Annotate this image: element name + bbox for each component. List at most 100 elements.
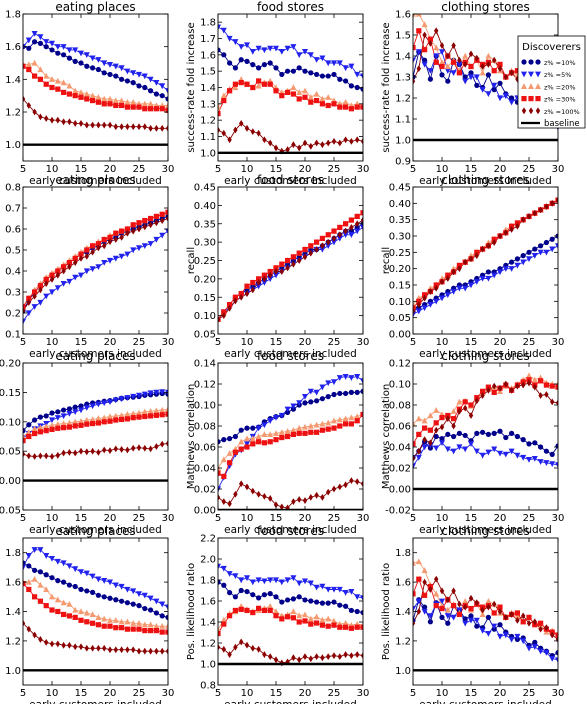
y-tick-label: 1.6 <box>200 597 216 608</box>
data-point <box>302 253 308 261</box>
data-point <box>238 44 245 50</box>
data-point <box>55 425 61 431</box>
data-point <box>279 93 285 99</box>
data-point <box>227 590 233 596</box>
series-line <box>23 98 168 129</box>
data-point <box>89 611 96 618</box>
data-point <box>526 645 532 652</box>
data-point <box>450 614 457 621</box>
legend-swatch <box>535 71 541 78</box>
data-point <box>320 242 325 250</box>
data-point <box>31 59 38 66</box>
data-point <box>136 414 142 420</box>
data-point <box>107 101 113 107</box>
data-point <box>136 104 142 110</box>
data-point <box>119 228 125 234</box>
data-point <box>468 412 474 419</box>
data-point <box>37 414 44 420</box>
data-point <box>307 94 314 100</box>
data-point <box>422 31 427 39</box>
data-point <box>457 265 462 273</box>
data-point <box>514 633 521 640</box>
y-tick-label: 0.10 <box>0 417 21 428</box>
axes-frame <box>22 362 169 511</box>
data-point <box>153 91 159 97</box>
data-point <box>61 611 67 618</box>
data-point <box>54 596 61 603</box>
chart-title: food stores <box>257 173 324 187</box>
data-point <box>457 56 462 64</box>
data-point <box>32 108 37 116</box>
y-tick-label: 1.1 <box>200 132 216 143</box>
data-point <box>267 268 273 275</box>
data-point <box>331 228 337 234</box>
data-point <box>130 415 136 421</box>
data-point <box>25 61 32 68</box>
data-point <box>413 14 416 17</box>
x-axis-label: early customers included <box>224 699 357 704</box>
data-point <box>421 61 428 68</box>
data-point <box>232 294 238 300</box>
data-point <box>262 136 267 144</box>
x-tick-label: 5 <box>215 337 221 348</box>
data-point <box>107 595 113 601</box>
chart-panel: food stores 5 10 15 20 25 30 0.00 0.02 0.04 0.06 0.… <box>186 349 369 536</box>
data-point <box>491 389 497 395</box>
series-line <box>413 600 558 661</box>
data-point <box>66 55 72 61</box>
data-point <box>72 566 79 573</box>
data-point <box>118 412 125 418</box>
y-tick-label: 1.5 <box>200 67 216 78</box>
data-point <box>538 206 543 214</box>
series-line <box>23 215 168 312</box>
data-point <box>154 124 159 132</box>
data-point <box>32 289 38 295</box>
data-point <box>296 400 303 407</box>
data-point <box>261 431 268 437</box>
data-point <box>532 383 537 391</box>
data-point <box>78 94 84 100</box>
data-point <box>319 95 326 102</box>
data-point <box>113 102 119 109</box>
data-point <box>319 622 325 628</box>
data-point <box>90 65 96 71</box>
y-tick-label: 1.0 <box>200 148 216 159</box>
data-point <box>83 570 90 577</box>
data-point <box>66 260 72 266</box>
data-point <box>220 616 227 623</box>
data-point <box>509 226 514 233</box>
data-point <box>297 144 302 152</box>
data-point <box>25 578 32 585</box>
data-point <box>433 407 440 413</box>
data-point <box>31 39 38 45</box>
data-point <box>239 293 244 301</box>
data-point <box>348 607 354 614</box>
data-point <box>302 618 308 624</box>
data-point <box>250 425 256 431</box>
y-tick-label: 0.20 <box>389 264 411 275</box>
data-point <box>343 227 348 235</box>
data-point <box>285 68 291 74</box>
data-point <box>538 243 544 249</box>
data-point <box>302 597 308 603</box>
data-point <box>83 90 90 97</box>
data-point <box>434 284 439 292</box>
data-point <box>550 398 555 406</box>
data-point <box>43 413 49 419</box>
data-point <box>337 231 342 239</box>
data-point <box>473 74 480 81</box>
y-tick-label: 0.35 <box>389 215 411 226</box>
data-point <box>343 651 348 658</box>
data-point <box>37 76 43 82</box>
data-point <box>49 422 55 428</box>
data-point <box>136 220 142 226</box>
data-point <box>314 398 320 404</box>
data-point <box>354 389 360 395</box>
data-point <box>25 429 32 435</box>
y-axis-label: Matthews correlation <box>0 384 2 489</box>
data-point <box>221 52 227 58</box>
data-point <box>165 102 168 109</box>
data-point <box>514 433 521 440</box>
chart-panel: eating places 5 10 15 20 25 30 1.0 1.2 1.4 1.6 1.8 e… <box>0 0 174 187</box>
data-point <box>227 60 233 66</box>
